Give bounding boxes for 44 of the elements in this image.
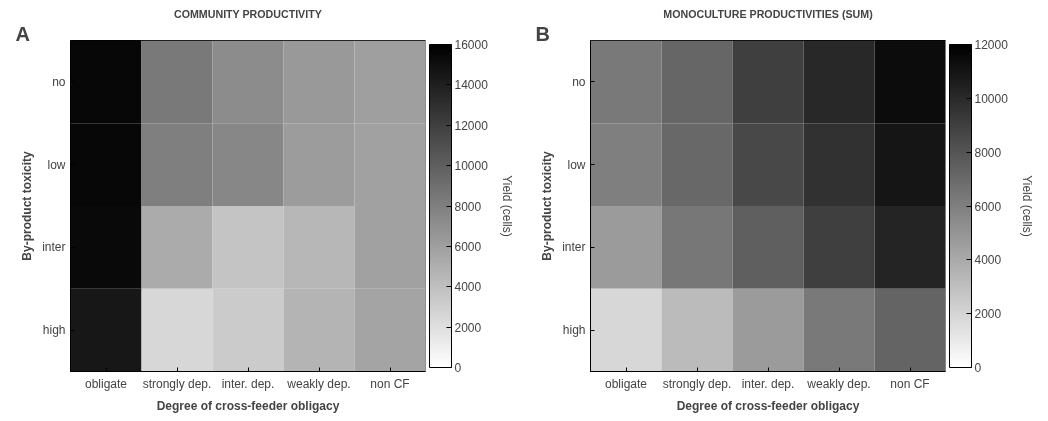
x-tick-label: non CF [370, 376, 410, 391]
color-bar-label: 0 [454, 361, 462, 375]
color-bar-label: 0 [974, 361, 982, 375]
y-tick-label: low [47, 157, 66, 172]
color-bar-title: Yield (cells) [1019, 175, 1034, 237]
y-tick-label: inter [562, 240, 586, 255]
y-tick-label: high [562, 323, 586, 338]
x-tick-label: weakly dep. [286, 376, 351, 391]
x-tick-label: inter. dep. [741, 376, 795, 391]
chart-title: MONOCULTURE PRODUCTIVITIES (SUM) [663, 7, 874, 20]
color-bar-label: 6000 [974, 199, 1002, 214]
chart-title: COMMUNITY PRODUCTIVITY [174, 7, 322, 20]
color-bar-label: 4000 [974, 253, 1002, 268]
x-tick-label: weakly dep. [806, 376, 871, 391]
y-tick-label: no [572, 74, 586, 89]
color-bar-label: 12000 [454, 118, 489, 133]
color-bar-label: 6000 [454, 239, 482, 254]
x-tick-label: obligate [604, 376, 648, 391]
y-tick-label: inter [42, 240, 66, 255]
x-tick-label: obligate [84, 376, 128, 391]
x-tick-label: strongly dep. [142, 376, 212, 391]
color-bar-label: 4000 [454, 280, 482, 295]
y-axis-title: By-product toxicity [540, 151, 555, 261]
color-bar-label: 12000 [974, 38, 1009, 52]
x-tick-label: non CF [890, 376, 930, 391]
color-bar-label: 10000 [454, 159, 489, 174]
color-bar-label: 16000 [454, 38, 489, 52]
x-axis-title: Degree of cross-feeder obligacy [676, 398, 860, 413]
text: A [15, 22, 30, 45]
y-tick-label: no [52, 74, 66, 89]
color-bar-label: 14000 [454, 78, 489, 93]
text: B [535, 22, 550, 45]
color-bar-label: 8000 [454, 199, 482, 214]
color-bar-label: 2000 [454, 320, 482, 335]
x-tick-label: strongly dep. [662, 376, 732, 391]
color-bar-label: 8000 [974, 145, 1002, 160]
y-axis-title: By-product toxicity [20, 151, 35, 261]
color-bar-label: 10000 [974, 91, 1009, 106]
x-axis-title: Degree of cross-feeder obligacy [156, 398, 340, 413]
y-tick-label: low [567, 157, 586, 172]
x-tick-label: inter. dep. [221, 376, 275, 391]
color-bar-title: Yield (cells) [499, 175, 514, 237]
color-bar-label: 2000 [974, 307, 1002, 322]
y-tick-label: high [42, 323, 66, 338]
